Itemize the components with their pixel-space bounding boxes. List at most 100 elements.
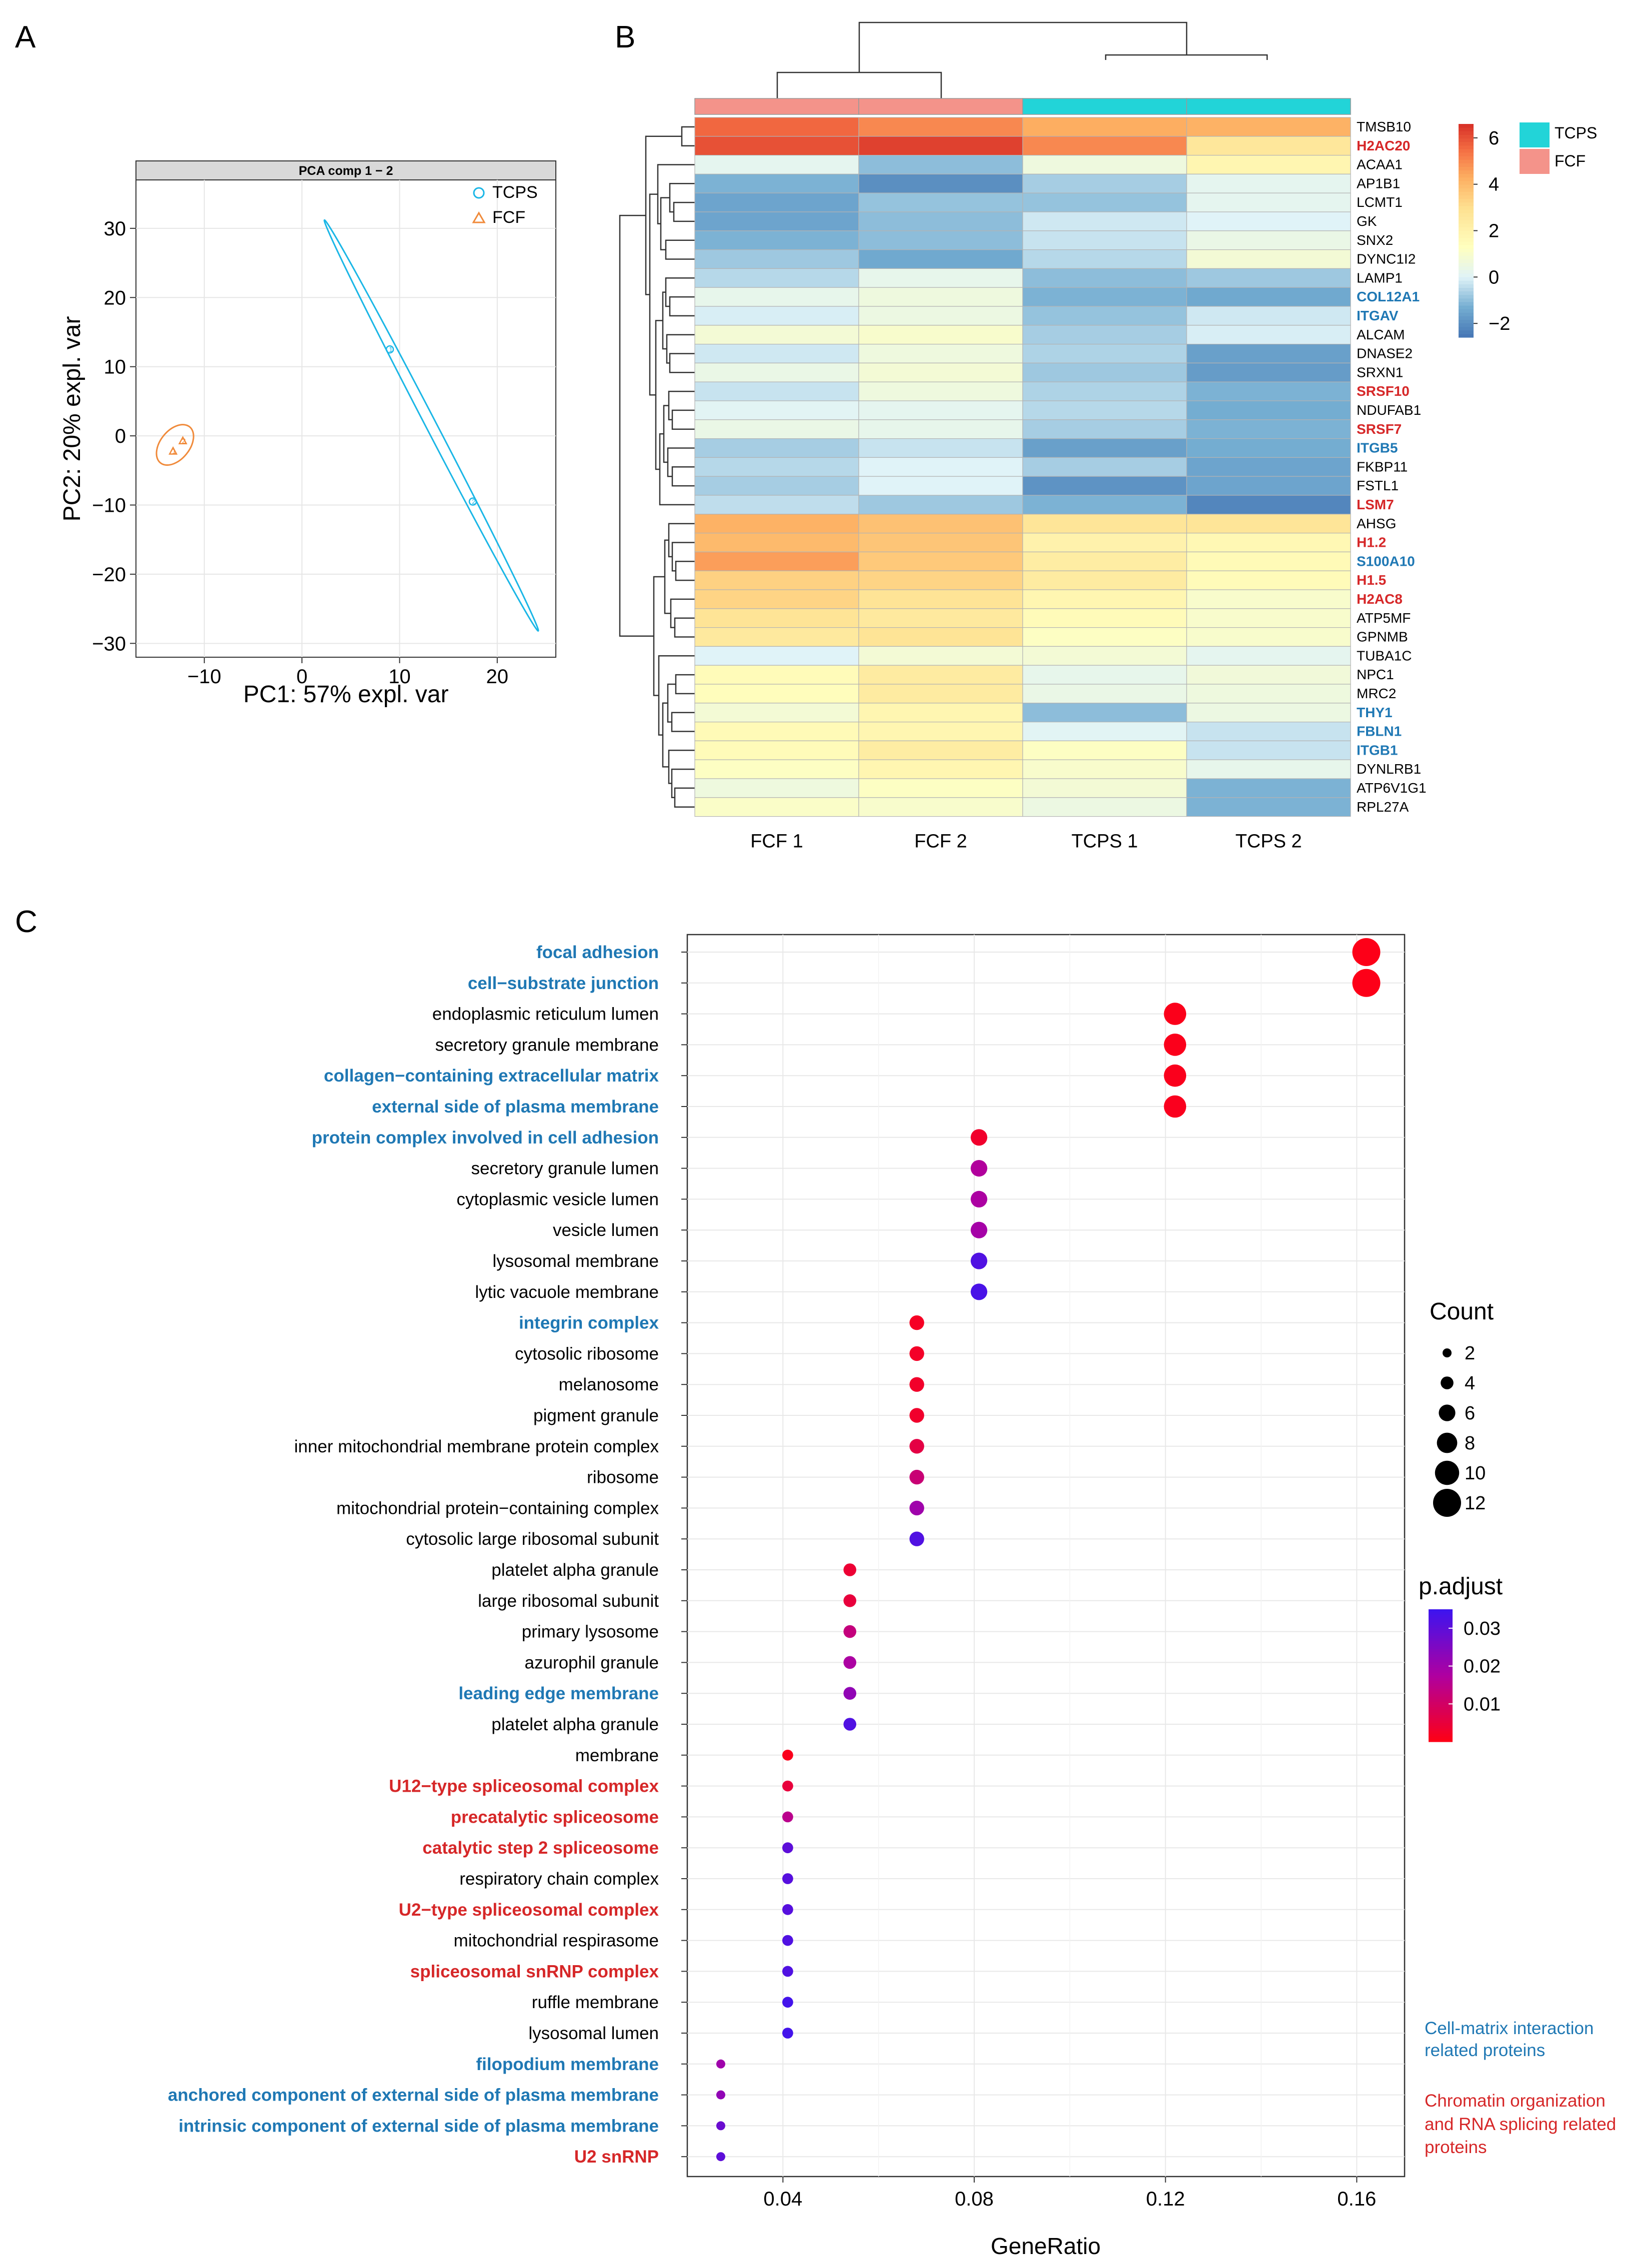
- pca-point-label: 2: [472, 498, 476, 506]
- heatmap-column-label: TCPS 1: [1071, 831, 1138, 852]
- heatmap-row-label: H1.2: [1357, 535, 1386, 550]
- heatmap-cell: [1022, 457, 1187, 477]
- go-dot: [716, 2059, 725, 2069]
- go-term-label: respiratory chain complex: [459, 1869, 659, 1889]
- colorbar-segment: [1459, 166, 1474, 171]
- heatmap-column-label: FCF 1: [750, 831, 803, 852]
- go-term-label: pigment granule: [533, 1406, 659, 1425]
- heatmap-cell: [1022, 155, 1187, 175]
- row-dendrogram-branch: [674, 787, 695, 808]
- heatmap-cell: [1186, 627, 1351, 647]
- heatmap-row-label: GPNMB: [1357, 629, 1408, 645]
- go-dot: [843, 1625, 857, 1638]
- colorbar-segment: [1459, 301, 1474, 306]
- go-dot: [843, 1687, 857, 1700]
- heatmap-cell: [858, 362, 1023, 382]
- pca-legend-fcf-marker: [472, 211, 486, 223]
- heatmap-cell: [694, 457, 859, 477]
- padjust-colorbar-segment: [1429, 1715, 1453, 1718]
- colorbar-tick-label: 0: [1489, 267, 1499, 288]
- heatmap-cell: [858, 703, 1023, 723]
- row-dendrogram-branch: [671, 466, 695, 487]
- heatmap-row-label: ALCAM: [1357, 327, 1405, 342]
- heatmap-cell: [1186, 230, 1351, 250]
- count-legend-label: 10: [1465, 1463, 1486, 1484]
- panel-label-b: B: [615, 20, 635, 54]
- go-term-label: lytic vacuole membrane: [475, 1282, 659, 1302]
- padjust-colorbar-segment: [1429, 1681, 1453, 1684]
- heatmap-cell: [1022, 117, 1187, 137]
- pca-legend-tcps-label: TCPS: [492, 183, 538, 202]
- padjust-colorbar-segment: [1429, 1734, 1453, 1737]
- padjust-colorbar-segment: [1429, 1728, 1453, 1732]
- colorbar-segment: [1459, 180, 1474, 185]
- colorbar-segment: [1459, 209, 1474, 213]
- go-term-label: cytosolic large ribosomal subunit: [406, 1529, 659, 1549]
- go-dot: [782, 1997, 793, 2008]
- colorbar-segment: [1459, 291, 1474, 295]
- go-dot: [970, 1252, 988, 1269]
- go-term-label: precatalytic spliceosome: [451, 1807, 659, 1827]
- padjust-colorbar-segment: [1429, 1609, 1453, 1612]
- heatmap-cell: [858, 343, 1023, 363]
- colorbar-segment: [1459, 220, 1474, 224]
- pca-ellipse-tcps: [323, 219, 539, 632]
- heatmap-cell: [694, 476, 859, 496]
- count-legend-label: 2: [1465, 1343, 1475, 1364]
- count-legend-title: Count: [1430, 1298, 1494, 1325]
- heatmap-cell: [1186, 457, 1351, 477]
- padjust-colorbar-segment: [1429, 1704, 1453, 1708]
- go-xtick-label: 0.12: [1146, 2188, 1185, 2210]
- heatmap-cell: [858, 306, 1023, 326]
- padjust-colorbar-segment: [1429, 1723, 1453, 1726]
- heatmap-cell: [1186, 551, 1351, 571]
- go-dot: [843, 1594, 857, 1607]
- pca-point-fcf: [178, 436, 187, 445]
- colorbar-segment: [1459, 269, 1474, 274]
- heatmap-cell: [858, 155, 1023, 175]
- heatmap-cell: [694, 249, 859, 269]
- padjust-colorbar-segment: [1429, 1710, 1453, 1713]
- go-dot: [1352, 969, 1381, 997]
- go-dot: [782, 1811, 793, 1823]
- heatmap-cell: [694, 268, 859, 288]
- colorbar-segment: [1459, 124, 1474, 128]
- go-dot: [782, 1966, 793, 1977]
- go-dot: [909, 1531, 924, 1546]
- padjust-colorbar-segment: [1429, 1654, 1453, 1657]
- heatmap-cell: [1022, 608, 1187, 628]
- colorbar-segment: [1459, 244, 1474, 249]
- heatmap-cell: [858, 665, 1023, 685]
- padjust-colorbar-segment: [1429, 1646, 1453, 1650]
- colorbar-segment: [1459, 323, 1474, 327]
- pca-strip: [135, 160, 556, 180]
- heatmap-cell: [694, 306, 859, 326]
- heatmap-cell: [694, 495, 859, 515]
- padjust-colorbar-segment: [1429, 1643, 1453, 1647]
- heatmap-row-label: S100A10: [1357, 553, 1415, 569]
- heatmap-row-label: ITGAV: [1357, 308, 1399, 323]
- colorbar-segment: [1459, 173, 1474, 178]
- padjust-colorbar-segment: [1429, 1699, 1453, 1703]
- go-term-label: large ribosomal subunit: [478, 1591, 659, 1611]
- heatmap-row-label: ITGB5: [1357, 440, 1398, 456]
- go-term-label: melanosome: [559, 1375, 659, 1394]
- heatmap-cell: [694, 778, 859, 798]
- pca-point-label: 2: [182, 437, 186, 445]
- colorbar-segment: [1459, 202, 1474, 206]
- colorbar-segment: [1459, 205, 1474, 210]
- heatmap-cell: [1022, 514, 1187, 534]
- heatmap-row-label: AHSG: [1357, 516, 1396, 531]
- go-dot: [716, 2121, 725, 2131]
- pca-ytick-label: 30: [104, 218, 126, 240]
- heatmap-cell: [1186, 117, 1351, 137]
- go-xtick-label: 0.08: [955, 2188, 994, 2210]
- padjust-colorbar-segment: [1429, 1670, 1453, 1673]
- colorbar-segment: [1459, 248, 1474, 252]
- padjust-colorbar-segment: [1429, 1720, 1453, 1724]
- heatmap-cell: [858, 570, 1023, 590]
- pca-title: PCA comp 1 − 2: [299, 164, 393, 178]
- heatmap-row-label: RPL27A: [1357, 799, 1409, 815]
- heatmap-cell: [1022, 721, 1187, 741]
- heatmap-cell: [1186, 438, 1351, 458]
